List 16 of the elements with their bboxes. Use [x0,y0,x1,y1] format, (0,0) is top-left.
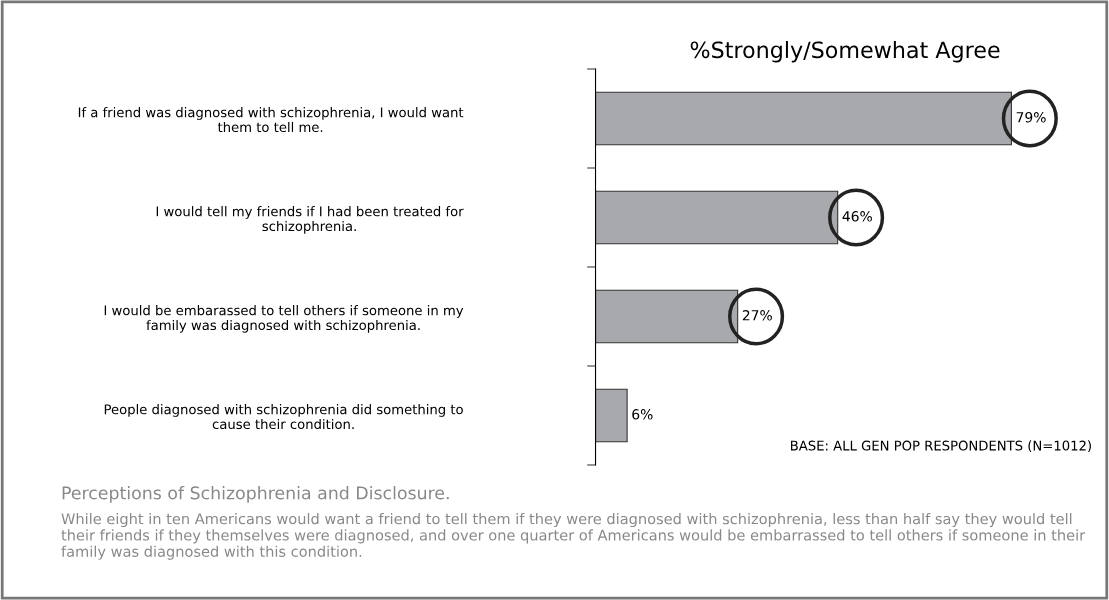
data-label: 27% [742,310,772,321]
y-tick-label: People diagnosed with schizophrenia did something to cause their condition. [104,404,463,430]
data-label: 6% [632,409,653,420]
y-tick-label: If a friend was diagnosed with schizophrenia, I would want them to tell me. [78,107,464,133]
data-label: 79% [1016,112,1046,123]
text: While eight in ten Americans would want a friend to tell them if they were diagnosed with schizophrenia, less than half say they would tell their friends if they themselves were diagnosed, and over one quarter of Americans would be embarrassed to tell others if someone in their family was diagnosed with this condition. [61,513,1086,560]
chart-title: %Strongly/Somewhat Agree [690,41,1000,63]
bar [595,289,739,344]
y-tick-label: I would tell my friends if I had been treated for schizophrenia. [156,206,464,234]
text: Perceptions of Schizophrenia and Disclosure. [62,486,449,503]
data-label: 46% [842,211,872,222]
annotation: BASE: ALL GEN POP RESPONDENTS (N=1012) [791,440,1091,453]
bar [595,190,839,245]
y-tick-label: I would be embarassed to tell others if someone in my family was diagnosed with schizophrenia. [104,305,464,333]
bar [595,91,1012,146]
bar [595,388,628,443]
